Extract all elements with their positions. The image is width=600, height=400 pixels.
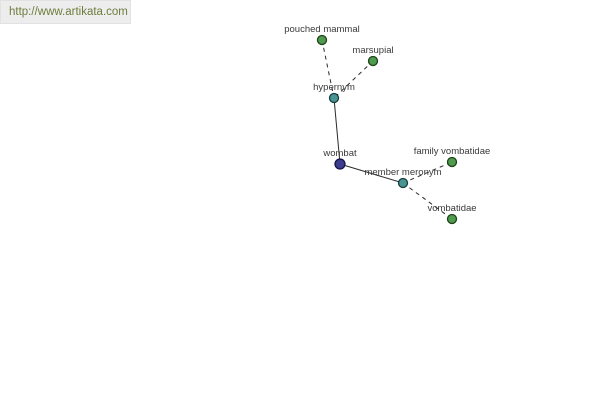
edge-hypernym-wombat (333, 97, 341, 165)
node-label-vombatidae: vombatidae (427, 203, 476, 214)
url-text: http://www.artikata.com (9, 6, 128, 18)
url-bar[interactable]: http://www.artikata.com (0, 0, 131, 24)
node-label-hypernym: hypernym (313, 82, 355, 93)
edge-pouched_mammal-hypernym (321, 39, 335, 99)
node-vombatidae[interactable] (446, 213, 458, 225)
node-wombat[interactable] (334, 158, 346, 170)
edge-member_meronym-family_vombatidae (402, 161, 453, 184)
node-label-marsupial: marsupial (352, 45, 393, 56)
node-member_meronym[interactable] (397, 177, 409, 189)
node-label-family_vombatidae: family vombatidae (414, 146, 491, 157)
edge-wombat-member_meronym (339, 163, 404, 184)
node-label-pouched_mammal: pouched mammal (284, 24, 360, 35)
edge-marsupial-hypernym (333, 60, 374, 99)
node-marsupial[interactable] (367, 55, 379, 67)
node-pouched_mammal[interactable] (316, 34, 328, 46)
node-family_vombatidae[interactable] (446, 156, 458, 168)
node-label-member_meronym: member meronym (364, 167, 441, 178)
edge-member_meronym-vombatidae (402, 182, 453, 220)
node-hypernym[interactable] (328, 92, 340, 104)
node-label-wombat: wombat (322, 148, 357, 159)
